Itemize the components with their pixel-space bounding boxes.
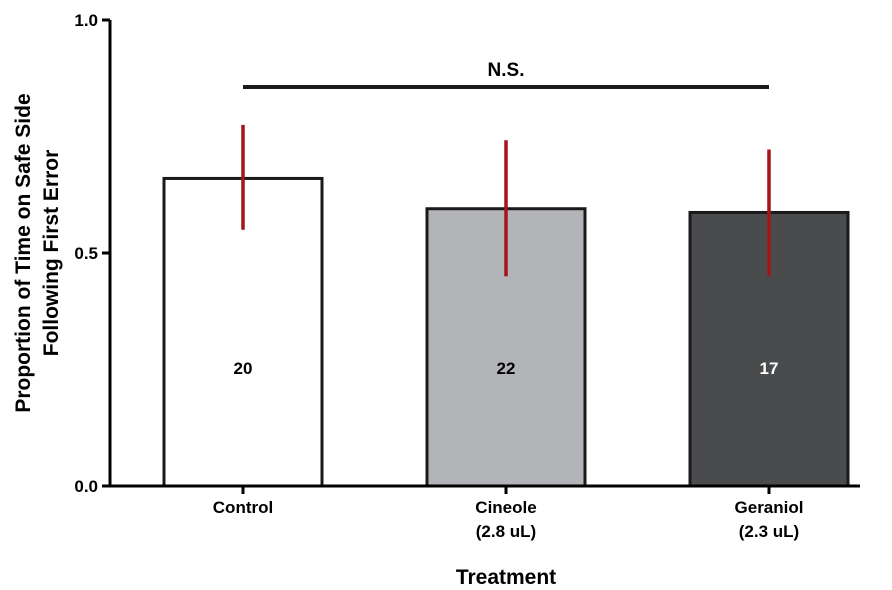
y-tick-label-0: 0.0 (74, 477, 98, 496)
significance-label: N.S. (488, 60, 525, 81)
plot-area: 20 22 17 0.0 0.5 1.0 Control Cineole (2.8 uL) Ger… (12, 11, 860, 589)
x-tick-label-2-1: (2.3 uL) (739, 522, 799, 541)
x-tick-label-2-0: Geraniol (735, 498, 804, 517)
y-axis-title-line-1: Following First Error (40, 150, 63, 357)
x-tick-label-1-1: (2.8 uL) (476, 522, 536, 541)
x-axis-title: Treatment (456, 566, 556, 589)
y-axis-title-line-0: Proportion of Time on Safe Side (12, 93, 35, 412)
y-tick-label-1: 0.5 (74, 244, 98, 263)
y-tick-label-2: 1.0 (74, 11, 98, 30)
x-tick-label-1-0: Cineole (475, 498, 536, 517)
bar-label-0: 20 (234, 359, 253, 378)
bar-label-2: 17 (760, 359, 779, 378)
x-tick-label-0-0: Control (213, 498, 273, 517)
bar-label-1: 22 (497, 359, 516, 378)
